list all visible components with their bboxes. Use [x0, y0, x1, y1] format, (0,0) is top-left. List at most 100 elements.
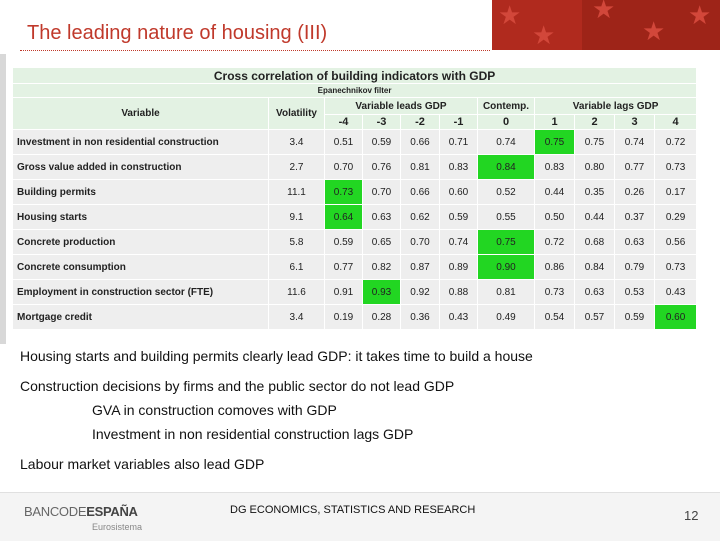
table-title: Cross correlation of building indicators… — [11, 67, 698, 84]
correlation-cell: 0.74 — [477, 129, 535, 155]
max-correlation-cell: 0.75 — [534, 129, 575, 155]
correlation-cell: 0.75 — [574, 129, 615, 155]
left-accent-bar — [0, 54, 6, 344]
group-header-leads: Variable leads GDP — [324, 97, 478, 115]
correlation-cell: 0.72 — [534, 229, 575, 255]
max-correlation-cell: 0.90 — [477, 254, 535, 280]
row-variable: Building permits — [12, 179, 269, 205]
correlation-cell: 0.77 — [614, 154, 655, 180]
table-subtitle: Epanechnikov filter — [11, 83, 698, 98]
correlation-cell: 0.19 — [324, 304, 363, 330]
correlation-cell: 0.73 — [653, 254, 698, 280]
max-correlation-cell: 0.84 — [477, 154, 535, 180]
correlation-cell: 0.72 — [653, 129, 698, 155]
table-row: Investment in non residential constructi… — [12, 129, 698, 155]
corner-flag-decoration: ★ ★ ★ ★ ★ — [492, 0, 720, 50]
correlation-cell: 0.81 — [400, 154, 440, 180]
table-row: Mortgage credit 3.4 0.19 0.28 0.36 0.43 0.49 0.… — [12, 304, 698, 330]
group-header-contemp: Contemp. — [477, 97, 535, 115]
correlation-cell: 0.52 — [477, 179, 535, 205]
correlation-cell: 0.62 — [400, 204, 440, 230]
correlation-cell: 0.73 — [534, 279, 575, 305]
table-row: Gross value added in construction 2.7 0.70… — [12, 154, 698, 180]
lag-header: 2 — [574, 114, 615, 130]
correlation-cell: 0.76 — [362, 154, 401, 180]
group-header-lags: Variable lags GDP — [533, 97, 698, 115]
correlation-cell: 0.53 — [614, 279, 655, 305]
correlation-cell: 0.81 — [477, 279, 535, 305]
max-correlation-cell: 0.73 — [324, 179, 363, 205]
lag-header: -3 — [362, 114, 401, 130]
correlation-cell: 0.77 — [324, 254, 363, 280]
table-row: Concrete production 5.8 0.59 0.65 0.70 0.74 0.… — [12, 229, 698, 255]
row-volatility: 6.1 — [268, 254, 325, 280]
correlation-cell: 0.55 — [477, 204, 535, 230]
row-volatility: 2.7 — [268, 154, 325, 180]
correlation-cell: 0.92 — [400, 279, 440, 305]
row-volatility: 11.6 — [268, 279, 325, 305]
lag-header: -2 — [400, 114, 440, 130]
star-icon: ★ — [498, 0, 522, 30]
correlation-cell: 0.66 — [400, 179, 440, 205]
table-row: Building permits 11.1 0.73 0.70 0.66 0.60 0.52… — [12, 179, 698, 205]
bullet-text: Labour market variables also lead GDP — [20, 456, 265, 472]
correlation-cell: 0.71 — [439, 129, 478, 155]
page-number: 12 — [684, 508, 699, 523]
row-variable: Housing starts — [12, 204, 269, 230]
bank-logo: BANCODEESPAÑA — [24, 504, 138, 519]
lag-header: -4 — [324, 114, 363, 130]
logo-subtitle: Eurosistema — [92, 522, 143, 532]
row-volatility: 3.4 — [268, 304, 325, 330]
correlation-cell: 0.73 — [653, 154, 698, 180]
correlation-cell: 0.56 — [653, 229, 698, 255]
correlation-cell: 0.84 — [574, 254, 615, 280]
correlation-cell: 0.59 — [362, 129, 401, 155]
correlation-cell: 0.43 — [653, 279, 698, 305]
correlation-cell: 0.28 — [362, 304, 401, 330]
correlation-cell: 0.86 — [534, 254, 575, 280]
correlation-cell: 0.70 — [400, 229, 440, 255]
sub-bullet-text: Investment in non residential constructi… — [92, 426, 414, 442]
flag-stripe — [582, 0, 720, 50]
logo-text-right: ESPAÑA — [86, 504, 138, 519]
correlation-cell: 0.68 — [574, 229, 615, 255]
lag-header: -1 — [439, 114, 478, 130]
correlation-cell: 0.80 — [574, 154, 615, 180]
correlation-cell: 0.79 — [614, 254, 655, 280]
lag-header: 0 — [477, 114, 535, 130]
correlation-cell: 0.74 — [439, 229, 478, 255]
correlation-cell: 0.44 — [574, 204, 615, 230]
correlation-cell: 0.44 — [534, 179, 575, 205]
row-variable: Concrete production — [12, 229, 269, 255]
bullet-text: Housing starts and building permits clea… — [20, 348, 533, 364]
correlation-cell: 0.82 — [362, 254, 401, 280]
max-correlation-cell: 0.75 — [477, 229, 535, 255]
max-correlation-cell: 0.60 — [653, 304, 698, 330]
table-row: Employment in construction sector (FTE) 1… — [12, 279, 698, 305]
correlation-cell: 0.83 — [534, 154, 575, 180]
correlation-cell: 0.88 — [439, 279, 478, 305]
star-icon: ★ — [532, 20, 556, 50]
correlation-cell: 0.70 — [324, 154, 363, 180]
column-header-volatility: Volatility — [268, 97, 325, 130]
row-variable: Concrete consumption — [12, 254, 269, 280]
correlation-cell: 0.37 — [614, 204, 655, 230]
bullet-text: Construction decisions by firms and the … — [20, 378, 455, 394]
sub-bullet-text: GVA in construction comoves with GDP — [92, 402, 337, 418]
correlation-cell: 0.91 — [324, 279, 363, 305]
correlation-cell: 0.35 — [574, 179, 615, 205]
correlation-cell: 0.50 — [534, 204, 575, 230]
correlation-cell: 0.29 — [653, 204, 698, 230]
correlation-cell: 0.51 — [324, 129, 363, 155]
max-correlation-cell: 0.64 — [324, 204, 363, 230]
correlation-cell: 0.49 — [477, 304, 535, 330]
lag-header: 4 — [653, 114, 698, 130]
row-volatility: 9.1 — [268, 204, 325, 230]
logo-text-left: BANCODE — [24, 504, 87, 519]
star-icon: ★ — [592, 0, 616, 24]
correlation-cell: 0.65 — [362, 229, 401, 255]
row-variable: Employment in construction sector (FTE) — [12, 279, 269, 305]
column-header-variable: Variable — [12, 97, 269, 130]
table-row: Concrete consumption 6.1 0.77 0.82 0.87 0.89 0… — [12, 254, 698, 280]
row-volatility: 5.8 — [268, 229, 325, 255]
